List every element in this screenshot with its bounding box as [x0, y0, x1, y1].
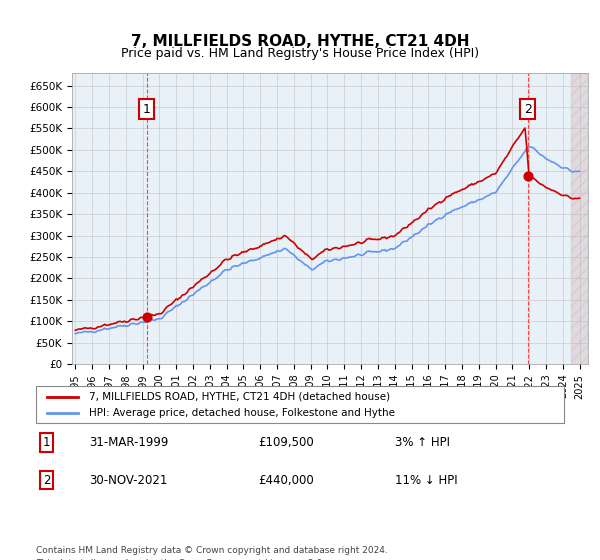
Text: 11% ↓ HPI: 11% ↓ HPI [395, 474, 458, 487]
Text: 3% ↑ HPI: 3% ↑ HPI [395, 436, 450, 449]
Text: 30-NOV-2021: 30-NOV-2021 [89, 474, 167, 487]
Text: 1: 1 [143, 102, 151, 116]
FancyBboxPatch shape [36, 386, 564, 423]
Point [523, 171, 533, 180]
Text: 1: 1 [43, 436, 50, 449]
Text: 2: 2 [524, 102, 532, 116]
Text: 31-MAR-1999: 31-MAR-1999 [89, 436, 168, 449]
Text: 7, MILLFIELDS ROAD, HYTHE, CT21 4DH: 7, MILLFIELDS ROAD, HYTHE, CT21 4DH [131, 35, 469, 49]
Point [142, 312, 152, 321]
Text: 7, MILLFIELDS ROAD, HYTHE, CT21 4DH (detached house): 7, MILLFIELDS ROAD, HYTHE, CT21 4DH (det… [89, 391, 390, 402]
Text: £109,500: £109,500 [258, 436, 314, 449]
Text: £440,000: £440,000 [258, 474, 314, 487]
Text: 2: 2 [43, 474, 50, 487]
Bar [571, 73, 588, 364]
Text: HPI: Average price, detached house, Folkestone and Hythe: HPI: Average price, detached house, Folk… [89, 408, 395, 418]
Text: Price paid vs. HM Land Registry's House Price Index (HPI): Price paid vs. HM Land Registry's House … [121, 46, 479, 60]
Text: Contains HM Land Registry data © Crown copyright and database right 2024.
This d: Contains HM Land Registry data © Crown c… [36, 546, 388, 560]
